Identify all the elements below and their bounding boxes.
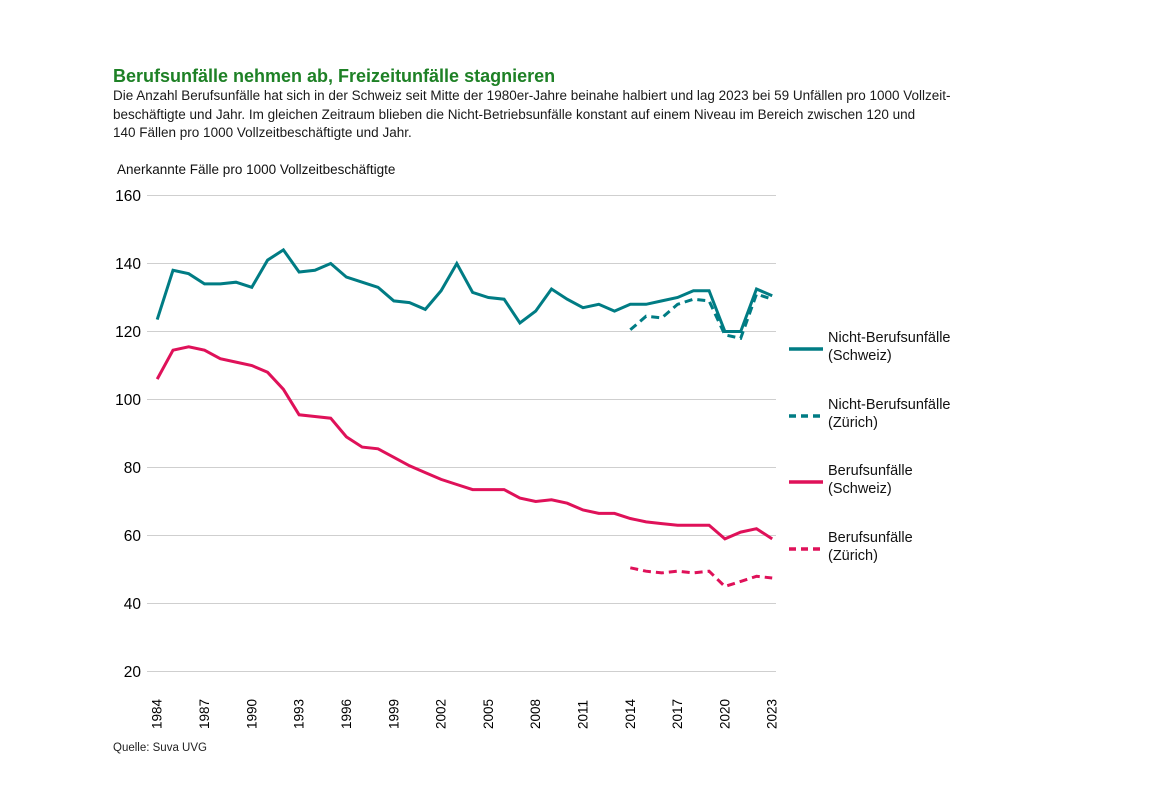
y-tick-label-160: 160 — [115, 188, 141, 205]
series-line-berufsunfaelle-schweiz — [155, 345, 774, 541]
y-tick-label-100: 100 — [115, 392, 141, 409]
chart-intro: Die Anzahl Berufsunfälle hat sich in der… — [113, 87, 951, 143]
legend-item-nicht-berufsunfaelle-schweiz: Nicht-Berufsunfälle (Schweiz) — [789, 329, 1049, 365]
x-tick-label-2020: 2020 — [717, 699, 732, 729]
intro-line-1: Die Anzahl Berufsunfälle hat sich in der… — [113, 88, 951, 103]
y-tick-label-140: 140 — [115, 256, 141, 273]
legend-swatch-dashed-teal-icon — [789, 407, 823, 418]
legend-item-nicht-berufsunfaelle-zuerich: Nicht-Berufsunfälle (Zürich) — [789, 396, 1049, 432]
legend-sublabel: (Zürich) — [828, 414, 878, 431]
x-tick-label-1987: 1987 — [197, 699, 212, 729]
x-tick-label-1993: 1993 — [292, 699, 307, 729]
x-tick-label-1999: 1999 — [386, 699, 401, 729]
legend-item-berufsunfaelle-schweiz: Berufsunfälle (Schweiz) — [789, 462, 1049, 498]
legend-label: Berufsunfälle — [828, 529, 913, 546]
x-tick-label-2017: 2017 — [670, 699, 685, 729]
intro-line-2: beschäftigte und Jahr. Im gleichen Zeitr… — [113, 106, 916, 122]
x-tick-label-2011: 2011 — [575, 700, 590, 729]
x-tick-label-1984: 1984 — [150, 698, 165, 729]
x-tick-label-2005: 2005 — [481, 699, 496, 729]
legend: Nicht-Berufsunfälle (Schweiz) Nicht-Beru… — [789, 329, 1049, 595]
legend-swatch-solid-pink-icon — [789, 473, 823, 484]
y-tick-label-40: 40 — [124, 596, 142, 613]
x-tick-label-2014: 2014 — [623, 698, 638, 729]
x-tick-label-1996: 1996 — [339, 699, 354, 729]
y-tick-label-60: 60 — [124, 528, 142, 545]
y-tick-label-80: 80 — [124, 460, 142, 477]
legend-item-berufsunfaelle-zuerich: Berufsunfälle (Zürich) — [789, 529, 1049, 565]
legend-label: Berufsunfälle — [828, 463, 913, 479]
x-tick-label-2002: 2002 — [434, 699, 449, 729]
legend-label: Nicht-Berufsunfälle — [828, 330, 951, 346]
legend-label: Nicht-Berufsunfälle — [828, 396, 951, 413]
intro-line-3: 140 Fällen pro 1000 Vollzeitbeschäftigte… — [113, 125, 412, 140]
series-line-nicht-berufsunfaelle-zuerich — [629, 292, 773, 341]
legend-swatch-solid-teal-icon — [789, 340, 823, 351]
series-line-berufsunfaelle-zuerich — [629, 566, 773, 589]
x-tick-label-1990: 1990 — [244, 699, 259, 729]
source-note: Quelle: Suva UVG — [113, 742, 207, 754]
x-tick-label-2008: 2008 — [528, 699, 543, 729]
legend-swatch-dashed-pink-icon — [789, 540, 823, 551]
y-axis-label: Anerkannte Fälle pro 1000 Vollzeitbeschä… — [117, 162, 396, 177]
y-tick-label-20: 20 — [124, 664, 142, 681]
legend-sublabel: (Zürich) — [828, 547, 878, 564]
x-tick-label-2023: 2023 — [765, 699, 780, 729]
y-tick-label-120: 120 — [115, 324, 141, 341]
legend-sublabel: (Schweiz) — [828, 348, 892, 364]
legend-sublabel: (Schweiz) — [828, 481, 892, 497]
chart-title: Berufsunfälle nehmen ab, Freizeitunfälle… — [113, 66, 556, 87]
series-line-nicht-berufsunfaelle-schweiz — [155, 247, 773, 333]
